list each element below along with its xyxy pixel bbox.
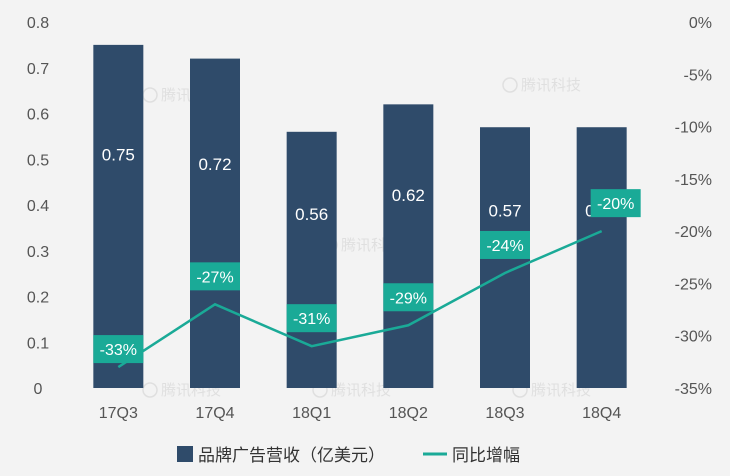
bar-data-label: 0.56 (295, 205, 328, 224)
watermark: 腾讯科技 (502, 77, 581, 94)
left-axis-tick-label: 0.1 (27, 335, 49, 352)
watermark-text: 腾讯科技 (531, 382, 591, 399)
growth-label-box: -24% (480, 230, 530, 259)
growth-label-box: -29% (383, 283, 434, 312)
growth-data-label: -20% (597, 196, 634, 213)
bar-data-label: 0.57 (488, 202, 521, 221)
left-axis-tick-label: 0.4 (27, 198, 49, 215)
right-axis-tick-label: -15% (675, 172, 712, 189)
x-axis-tick-label: 17Q4 (195, 405, 234, 422)
growth-data-labels: -33% -27% -31% -29% -24% -20% (93, 189, 641, 364)
growth-label-box: -33% (93, 335, 144, 364)
left-axis-tick-label: 0.5 (27, 152, 49, 169)
x-axis-tick-label: 17Q3 (99, 405, 138, 422)
growth-label-bg (590, 189, 641, 218)
growth-data-label: -27% (196, 269, 233, 286)
bar-data-label: 0.72 (198, 155, 231, 174)
right-axis-tick-label: -5% (684, 67, 712, 84)
bar (383, 104, 434, 388)
x-axis-tick-label: 18Q2 (389, 405, 428, 422)
legend-label-bar: 品牌广告营收（亿美元） (198, 446, 385, 465)
watermark-logo-icon (502, 77, 518, 93)
bar-data-label: 0.62 (392, 186, 425, 205)
growth-data-label: -33% (100, 342, 137, 359)
right-axis-tick-label: 0% (689, 15, 712, 32)
right-axis-tick-label: -25% (675, 276, 712, 293)
x-axis-tick-label: 18Q3 (485, 405, 524, 422)
growth-line (117, 229, 603, 369)
x-axis-tick-label: 18Q4 (582, 405, 621, 422)
growth-label-box: -31% (286, 304, 337, 333)
x-axis-labels: 17Q3 17Q4 18Q1 18Q2 18Q3 18Q4 (99, 405, 622, 422)
left-axis-tick-label: 0.6 (27, 107, 49, 124)
legend-label-line: 同比增幅 (452, 446, 520, 465)
growth-data-label: -29% (390, 290, 427, 307)
bar (93, 44, 144, 388)
growth-line-layer (117, 229, 603, 369)
growth-label-bg (93, 335, 144, 364)
watermark-text: 腾讯科技 (521, 77, 581, 94)
bar (576, 127, 627, 388)
growth-data-label: -24% (486, 238, 523, 255)
left-axis-tick-label: 0.7 (27, 61, 49, 78)
growth-label-bg (480, 230, 530, 259)
watermark-text: 腾讯科技 (331, 382, 391, 399)
legend: 品牌广告营收（亿美元） 同比增幅 (177, 446, 520, 465)
legend-bar-swatch (177, 446, 193, 462)
left-axis-tick-label: 0 (34, 381, 43, 398)
bar (286, 131, 337, 389)
bar (190, 58, 240, 388)
growth-data-label: -31% (293, 311, 330, 328)
left-axis-tick-label: 0.2 (27, 290, 49, 307)
growth-label-bg (383, 283, 434, 312)
growth-label-box: -20% (590, 189, 641, 218)
right-axis-tick-label: -35% (675, 381, 712, 398)
growth-label-bg (286, 304, 337, 333)
left-axis-tick-label: 0.3 (27, 244, 49, 261)
bar-data-label: 0.75 (102, 146, 135, 165)
right-axis-tick-label: -20% (675, 224, 712, 241)
growth-label-bg (190, 262, 240, 291)
left-axis-tick-label: 0.8 (27, 15, 49, 32)
right-axis-ticks: 0% -5% -10% -15% -20% -25% -30% -35% (675, 15, 712, 398)
watermark-logo-icon (142, 382, 158, 398)
right-axis-tick-label: -30% (675, 329, 712, 346)
right-axis-tick-label: -10% (675, 120, 712, 137)
x-axis-tick-label: 18Q1 (292, 405, 331, 422)
left-axis-ticks: 0 0.1 0.2 0.3 0.4 0.5 0.6 0.7 0.8 (27, 15, 49, 398)
growth-label-box: -27% (190, 262, 240, 291)
